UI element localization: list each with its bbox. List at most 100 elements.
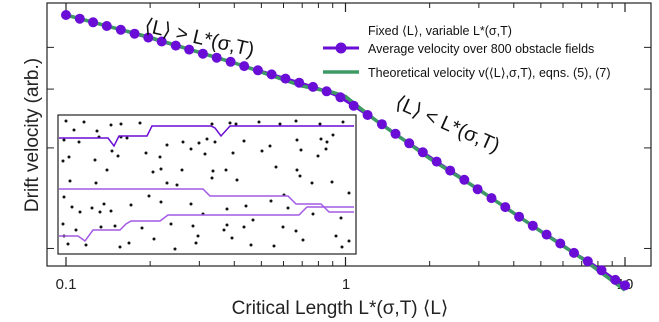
data-point: [620, 280, 630, 291]
inset-obstacle-point: [295, 168, 299, 172]
inset-obstacle-point: [205, 137, 209, 141]
inset-obstacle-point: [144, 151, 148, 155]
inset-obstacle-point: [325, 140, 329, 144]
inset-obstacle-point: [110, 149, 114, 153]
data-point: [197, 48, 208, 59]
inset-obstacle-point: [82, 120, 86, 124]
data-point: [445, 165, 456, 176]
inset-trajectory-1: [59, 125, 354, 148]
inset-obstacle-point: [339, 216, 343, 220]
inset-obstacle-point: [158, 155, 162, 159]
data-point: [184, 44, 195, 55]
inset-obstacle-point: [165, 181, 169, 185]
inset-obstacle-point: [98, 210, 102, 214]
data-point: [101, 21, 112, 31]
data-point: [527, 220, 538, 231]
inset-obstacle-point: [249, 243, 253, 247]
inset-obstacle-point: [129, 203, 133, 207]
inset-obstacle-point: [125, 136, 129, 140]
x-tick-label-1: 1: [342, 276, 350, 293]
inset-obstacle-point: [95, 129, 99, 133]
inset-obstacle-point: [224, 168, 228, 172]
inset-obstacle-point: [173, 247, 177, 251]
inset-obstacle-point: [295, 138, 299, 142]
data-point: [156, 36, 167, 47]
data-point: [211, 52, 222, 63]
inset-obstacle-point: [228, 121, 232, 125]
inset-obstacle-point: [294, 229, 298, 233]
inset-obstacle-point: [159, 167, 163, 171]
inset-obstacle-point: [278, 122, 282, 126]
data-point: [266, 69, 277, 80]
inset-obstacle-point: [319, 137, 323, 141]
inset-obstacle-point: [72, 128, 76, 132]
inset-obstacle-point: [210, 176, 214, 180]
inset-obstacle-point: [68, 179, 72, 183]
inset-obstacle-point: [196, 234, 200, 238]
inset-obstacle-point: [90, 206, 94, 210]
data-point: [459, 174, 470, 185]
data-point: [582, 256, 593, 267]
inset-obstacle-points: [61, 119, 351, 251]
inset-obstacle-point: [242, 139, 246, 143]
inset-obstacle-point: [109, 123, 113, 127]
inset-obstacle-point: [181, 140, 185, 144]
data-point: [596, 265, 607, 276]
inset-obstacle-point: [310, 181, 314, 185]
inset-obstacle-point: [272, 244, 276, 248]
inset-obstacle-point: [331, 133, 335, 137]
inset-obstacle-point: [286, 206, 290, 210]
inset-obstacle-point: [77, 140, 81, 144]
data-point: [569, 247, 579, 258]
data-point: [308, 81, 318, 92]
legend-label-0: Average velocity over 800 obstacle field…: [368, 42, 594, 56]
data-point: [431, 156, 442, 167]
data-point: [239, 61, 250, 72]
inset-obstacle-point: [140, 226, 144, 230]
series-layer: [61, 10, 630, 292]
inset-obstacle-point: [347, 191, 351, 195]
inset-obstacle-point: [203, 152, 207, 156]
inset-obstacle-point: [109, 209, 113, 213]
inset-obstacle-point: [281, 225, 285, 229]
inset-obstacle-point: [242, 225, 246, 229]
data-point: [417, 147, 428, 158]
inset: [57, 114, 357, 255]
data-point: [115, 24, 126, 35]
inset-obstacle-point: [298, 174, 302, 178]
inset-obstacle-point: [235, 178, 239, 182]
data-point: [129, 28, 140, 39]
inset-obstacle-point: [62, 195, 66, 199]
data-point: [514, 211, 525, 222]
inset-obstacle-point: [70, 205, 74, 209]
inset-obstacle-point: [294, 119, 298, 123]
data-point: [225, 56, 236, 67]
data-point: [610, 274, 621, 285]
inset-obstacle-point: [102, 202, 106, 206]
data-point: [404, 138, 415, 149]
inset-obstacle-point: [318, 122, 322, 126]
inset-obstacle-point: [180, 168, 184, 172]
inset-obstacle-point: [105, 168, 109, 172]
data-point: [555, 238, 566, 249]
data-point: [472, 184, 483, 195]
legend: Fixed ⟨L⟩, variable L*(σ,T) Average velo…: [323, 24, 611, 80]
data-point: [143, 32, 154, 43]
inset-obstacle-point: [116, 154, 120, 158]
inset-obstacle-point: [194, 241, 198, 245]
inset-obstacle-point: [311, 212, 315, 216]
data-point: [335, 92, 346, 103]
data-point: [88, 17, 99, 28]
inset-obstacle-point: [213, 140, 217, 144]
inset-obstacle-point: [62, 138, 66, 142]
inset-trajectory-2: [59, 188, 354, 213]
x-tick-label-0.1: 0.1: [56, 276, 77, 293]
inset-obstacle-point: [159, 200, 163, 204]
inset-obstacle-point: [169, 222, 173, 226]
inset-obstacle-point: [257, 120, 261, 124]
inset-obstacle-point: [61, 222, 65, 226]
inset-obstacle-point: [113, 224, 117, 228]
data-point: [541, 229, 552, 240]
inset-obstacle-point: [66, 242, 70, 246]
